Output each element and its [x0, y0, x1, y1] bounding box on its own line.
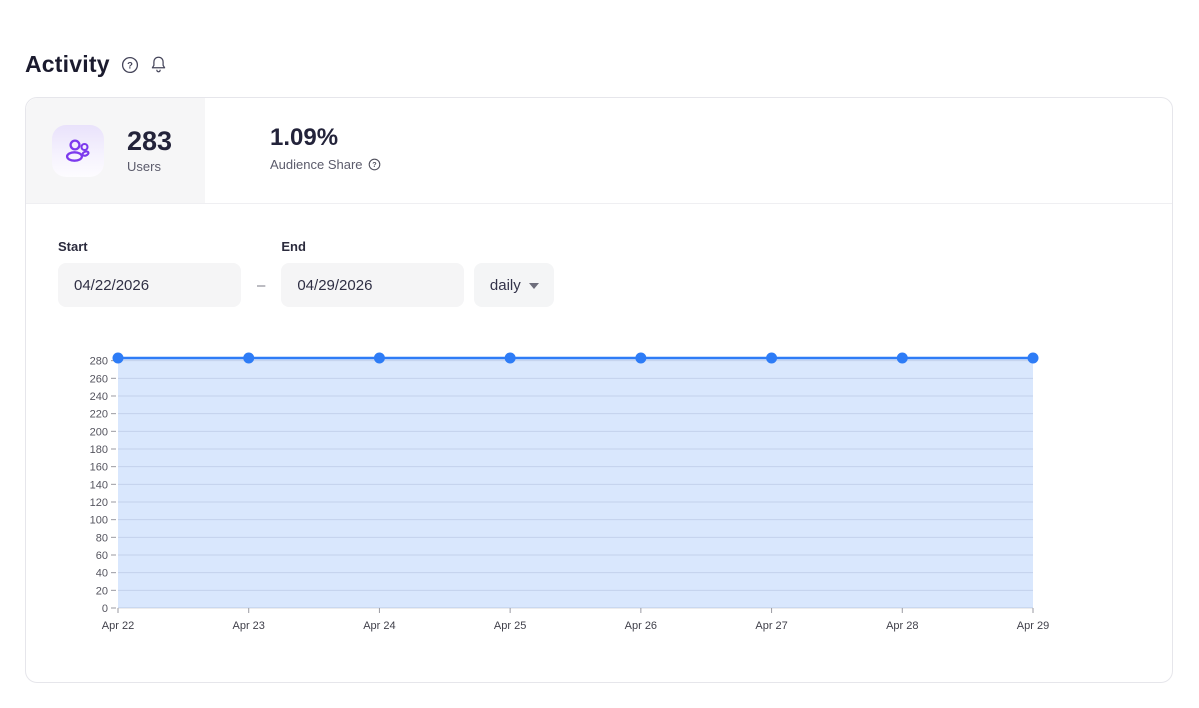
- svg-text:180: 180: [90, 444, 108, 456]
- date-range-controls: Start – End daily: [58, 239, 555, 307]
- svg-text:200: 200: [90, 426, 108, 438]
- users-stat: 283 Users: [26, 98, 205, 203]
- bell-icon[interactable]: [150, 55, 167, 74]
- svg-text:220: 220: [90, 409, 108, 421]
- svg-text:100: 100: [90, 515, 108, 527]
- start-label: Start: [58, 239, 88, 254]
- page-header: Activity ?: [25, 51, 167, 78]
- svg-text:280: 280: [90, 356, 108, 368]
- svg-text:Apr 29: Apr 29: [1017, 620, 1049, 632]
- svg-text:?: ?: [127, 60, 133, 71]
- users-count: 283: [127, 125, 173, 156]
- interval-select[interactable]: daily: [474, 263, 555, 307]
- svg-text:Apr 24: Apr 24: [363, 620, 395, 632]
- chevron-down-icon: [528, 283, 539, 289]
- svg-text:80: 80: [96, 532, 108, 544]
- svg-text:240: 240: [90, 391, 108, 403]
- audience-share-label-row: Audience Share ?: [270, 157, 381, 172]
- svg-text:120: 120: [90, 497, 108, 509]
- page-title: Activity: [25, 51, 110, 77]
- svg-text:20: 20: [96, 585, 108, 597]
- users-label: Users: [127, 159, 161, 175]
- activity-card: 283 Users 1.09% Audience Share ?: [25, 97, 1173, 683]
- svg-text:60: 60: [96, 550, 108, 562]
- stats-row: 283 Users 1.09% Audience Share ?: [26, 98, 1172, 204]
- svg-text:Apr 26: Apr 26: [625, 620, 657, 632]
- date-range-separator: –: [257, 277, 266, 294]
- end-date-input[interactable]: [281, 263, 465, 307]
- end-date-field: End: [281, 239, 465, 307]
- audience-share-value: 1.09%: [270, 124, 339, 151]
- end-label: End: [281, 239, 306, 254]
- svg-text:Apr 23: Apr 23: [233, 620, 265, 632]
- help-icon[interactable]: ?: [121, 56, 139, 74]
- start-date-field: Start: [58, 239, 241, 307]
- svg-text:Apr 25: Apr 25: [494, 620, 526, 632]
- svg-text:0: 0: [102, 603, 108, 615]
- svg-text:?: ?: [372, 160, 376, 169]
- start-date-input[interactable]: [58, 263, 241, 307]
- svg-text:Apr 27: Apr 27: [755, 620, 787, 632]
- help-icon[interactable]: ?: [368, 158, 381, 171]
- svg-text:Apr 28: Apr 28: [886, 620, 918, 632]
- users-icon: [52, 124, 104, 177]
- svg-text:Apr 22: Apr 22: [102, 620, 134, 632]
- svg-text:260: 260: [90, 373, 108, 385]
- activity-chart: 0 20 40 60 80 100 120 140 160 180 200 220 240 260 280 A…: [26, 348, 1174, 648]
- audience-share-stat: 1.09% Audience Share ?: [230, 98, 381, 172]
- svg-text:140: 140: [90, 479, 108, 491]
- audience-share-label: Audience Share: [270, 157, 363, 173]
- svg-text:160: 160: [90, 462, 108, 474]
- users-stat-text: 283 Users: [127, 125, 173, 175]
- interval-select-value: daily: [489, 276, 521, 294]
- svg-text:40: 40: [96, 568, 108, 580]
